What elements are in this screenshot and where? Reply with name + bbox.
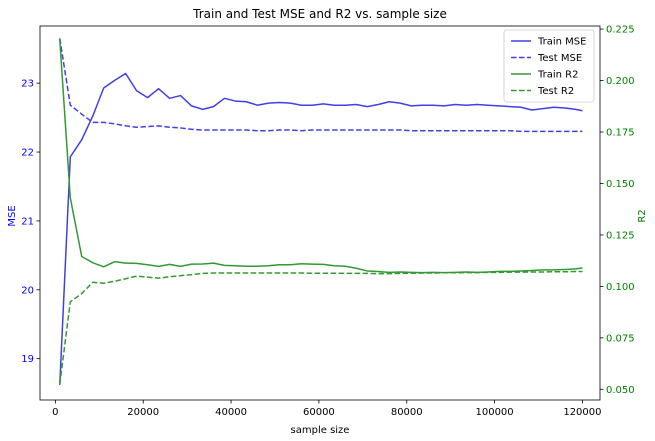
- y-left-axis-title: MSE: [7, 205, 18, 226]
- y-right-tick-label: 0.050: [606, 385, 635, 396]
- y-right-tick-label: 0.200: [606, 76, 635, 87]
- y-left-tick-label: 19: [21, 354, 34, 365]
- legend-box: [503, 29, 595, 103]
- y-right-tick-label: 0.075: [606, 333, 635, 344]
- x-tick-label: 0: [52, 407, 58, 418]
- x-axis-title: sample size: [291, 425, 350, 436]
- x-tick-label: 80000: [391, 407, 423, 418]
- y-right-tick-label: 0.225: [606, 25, 635, 36]
- y-right-tick-label: 0.125: [606, 230, 635, 241]
- y-left-tick-label: 21: [21, 216, 34, 227]
- legend-label: Test MSE: [537, 53, 582, 64]
- legend: Train MSE Test MSE Train R2 Test R2: [503, 29, 595, 103]
- x-tick-label: 60000: [303, 407, 335, 418]
- series-line-train-r2: [59, 39, 583, 274]
- axis-layer: 0 20000 40000 60000 80000 100000 120000 19 20 21 2…: [21, 25, 634, 418]
- legend-label: Train R2: [537, 70, 578, 81]
- chart-title: Train and Test MSE and R2 vs. sample siz…: [192, 7, 447, 21]
- y-left-tick-label: 22: [21, 148, 34, 159]
- y-left-tick-label: 23: [21, 79, 34, 90]
- x-tick-label: 20000: [127, 407, 159, 418]
- series-line-train-mse: [59, 72, 583, 385]
- y-right-tick-label: 0.175: [606, 128, 635, 139]
- legend-label: Test R2: [537, 86, 574, 97]
- legend-label: Train MSE: [537, 37, 586, 48]
- y-right-axis-title: R2: [637, 209, 648, 222]
- x-tick-label: 40000: [215, 407, 247, 418]
- y-left-tick-label: 20: [21, 285, 34, 296]
- data-layer: [59, 38, 583, 385]
- y-right-tick-label: 0.150: [606, 179, 635, 190]
- series-line-test-r2: [59, 270, 583, 385]
- x-tick-label: 100000: [475, 407, 513, 418]
- plot-frame: [39, 25, 601, 401]
- x-tick-label: 120000: [563, 407, 601, 418]
- y-right-tick-label: 0.100: [606, 282, 635, 293]
